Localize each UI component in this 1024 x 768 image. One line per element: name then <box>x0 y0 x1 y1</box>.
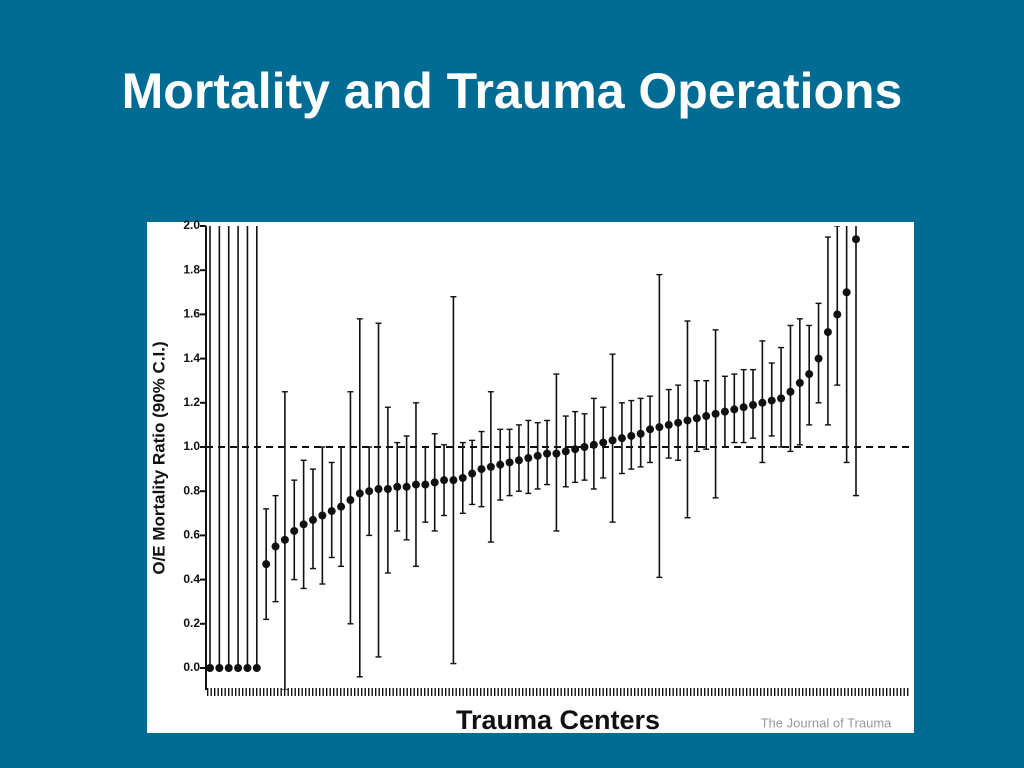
point <box>617 434 626 443</box>
point <box>243 664 252 672</box>
point <box>646 425 655 434</box>
point <box>299 520 308 529</box>
point <box>468 469 477 478</box>
y-tick-label: 0.8 <box>183 483 200 497</box>
point <box>823 328 832 337</box>
point <box>337 502 346 511</box>
point <box>449 476 458 485</box>
point <box>561 447 570 456</box>
y-tick-label: 2.0 <box>183 218 200 232</box>
point <box>486 462 495 471</box>
point <box>543 449 552 458</box>
y-tick-label: 1.2 <box>183 395 200 409</box>
point <box>702 412 711 421</box>
point <box>365 487 374 496</box>
point <box>571 445 580 454</box>
point <box>814 354 823 363</box>
point <box>440 476 449 485</box>
point <box>374 484 383 493</box>
y-tick-label: 1.6 <box>183 307 200 321</box>
point <box>683 416 692 425</box>
point <box>318 511 327 520</box>
point <box>767 396 776 405</box>
point <box>234 664 243 672</box>
point <box>664 420 673 429</box>
x-axis-ticks <box>207 688 910 696</box>
point <box>505 458 514 467</box>
point <box>524 454 533 463</box>
point <box>308 515 317 524</box>
point <box>842 288 851 297</box>
point <box>758 398 767 407</box>
point <box>458 473 467 482</box>
y-tick-label: 1.4 <box>183 351 200 365</box>
point <box>393 482 402 491</box>
point <box>411 480 420 489</box>
point <box>355 489 364 498</box>
point <box>496 460 505 469</box>
point <box>711 409 720 418</box>
point <box>795 378 804 387</box>
point <box>383 484 392 493</box>
y-tick-label: 0.0 <box>183 660 200 674</box>
y-tick-label: 1.0 <box>183 439 200 453</box>
point <box>749 401 758 410</box>
point <box>280 535 289 544</box>
y-tick-label: 1.8 <box>183 262 200 276</box>
y-axis-label: O/E Mortality Ratio (90% C.I.) <box>149 341 168 574</box>
point <box>730 405 739 414</box>
point <box>533 451 542 460</box>
point <box>692 414 701 423</box>
y-tick-label: 0.6 <box>183 528 200 542</box>
point <box>215 664 224 672</box>
point <box>739 403 748 412</box>
point <box>327 507 336 516</box>
point <box>477 465 486 474</box>
y-tick-label: 0.4 <box>183 572 200 586</box>
slide-title: Mortality and Trauma Operations <box>121 63 903 119</box>
point <box>430 478 439 487</box>
point <box>608 436 617 445</box>
x-axis-label: Trauma Centers <box>456 705 660 735</box>
point <box>852 235 860 244</box>
point <box>552 449 561 458</box>
y-tick-label: 0.2 <box>183 616 200 630</box>
point <box>271 542 280 551</box>
point <box>252 664 261 672</box>
point <box>805 370 814 379</box>
point <box>627 431 636 440</box>
point <box>290 526 299 535</box>
point <box>599 438 608 447</box>
point <box>224 664 233 672</box>
point <box>421 480 430 489</box>
point <box>655 423 664 432</box>
point <box>402 482 411 491</box>
point <box>833 310 842 319</box>
chart-background <box>147 222 914 733</box>
point <box>514 456 523 465</box>
point <box>346 496 355 505</box>
source: The Journal of Trauma <box>761 715 893 730</box>
point <box>777 394 786 403</box>
point <box>262 560 271 569</box>
point <box>786 387 795 396</box>
point <box>636 429 645 438</box>
point <box>674 418 683 427</box>
point <box>206 664 214 672</box>
point <box>720 407 729 416</box>
